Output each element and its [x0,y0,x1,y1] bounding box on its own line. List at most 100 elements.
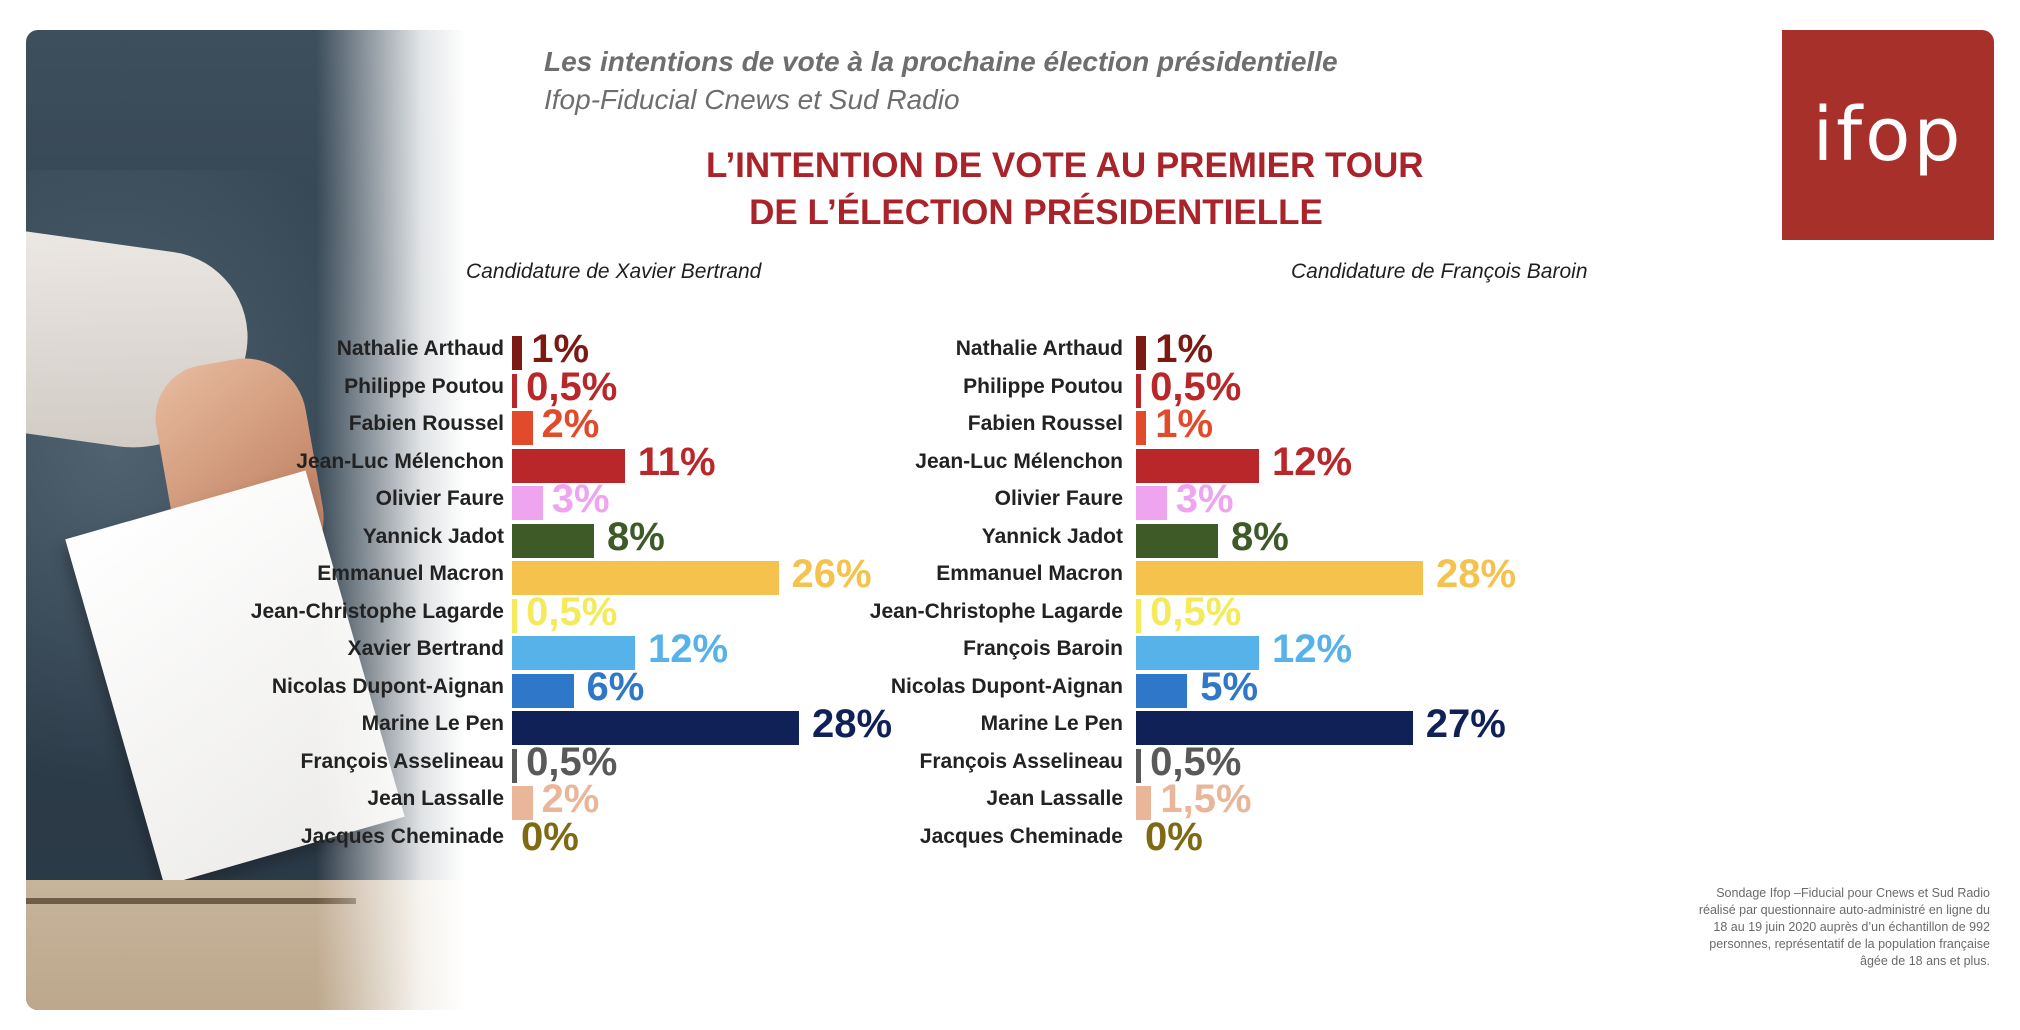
right-bar-nathalie-arthaud [1136,336,1147,370]
right-value-jacques-cheminade: 0% [1145,814,1203,859]
right-row-nicolas-dupont-aignan: Nicolas Dupont-Aignan [26,663,1123,711]
right-row-francois-asselineau: François Asselineau [26,738,1123,786]
left-row-jean-luc-melenchon: Jean-Luc Mélenchon [26,438,504,486]
right-label-emmanuel-macron: Emmanuel Macron [936,562,1123,585]
left-value-fabien-roussel: 2% [541,402,600,446]
left-label-jean-christophe-lagarde: Jean-Christophe Lagarde [250,599,504,623]
ifop-logo: ifop [1782,30,1994,240]
right-row-emmanuel-macron: Emmanuel Macron [26,550,1123,598]
right-row-nathalie-arthaud: Nathalie Arthaud [26,325,1123,373]
left-value-nicolas-dupont-aignan: 6% [586,664,645,709]
right-label-jean-luc-melenchon: Jean-Luc Mélenchon [915,449,1123,473]
left-bar-philippe-poutou [512,373,518,408]
right-bar-jean-luc-melenchon [1136,448,1259,483]
right-label-jacques-cheminade: Jacques Cheminade [919,824,1123,848]
left-bar-emmanuel-macron [512,561,779,595]
left-label-yannick-jadot: Yannick Jadot [362,524,504,548]
left-row-emmanuel-macron: Emmanuel Macron [26,550,504,598]
right-row-yannick-jadot: Yannick Jadot [26,513,1123,561]
right-label-nathalie-arthaud: Nathalie Arthaud [955,337,1123,360]
left-row-olivier-faure: Olivier Faure [26,475,504,523]
right-bar-philippe-poutou [1136,373,1142,408]
right-row-philippe-poutou: Philippe Poutou [26,363,1123,411]
ballot-box-photo [26,30,466,1010]
right-label-marine-le-pen: Marine Le Pen [980,712,1123,735]
right-label-olivier-faure: Olivier Faure [994,487,1123,510]
right-bar-jean-lassalle [1136,786,1152,820]
chart-left-title: Candidature de Xavier Bertrand [466,260,762,283]
right-value-philippe-poutou: 0,5% [1150,364,1242,409]
right-label-francois-baroin: François Baroin [963,637,1123,660]
right-value-nicolas-dupont-aignan: 5% [1200,664,1259,709]
header-line-2: Ifop-Fiducial Cnews et Sud Radio [544,84,960,115]
left-bar-olivier-faure [512,486,543,520]
right-label-fabien-roussel: Fabien Roussel [967,412,1123,435]
header-line-1: Les intentions de vote à la prochaine él… [544,46,1338,77]
left-value-nathalie-arthaud: 1% [531,327,590,371]
infographic-card: Les intentions de vote à la prochaine él… [26,30,1994,1010]
left-bar-nathalie-arthaud [512,336,523,370]
left-value-jean-lassalle: 2% [541,777,600,821]
left-row-marine-le-pen: Marine Le Pen [26,700,504,748]
left-value-philippe-poutou: 0,5% [526,364,618,409]
right-label-philippe-poutou: Philippe Poutou [963,374,1123,398]
left-bar-jean-luc-melenchon [512,448,625,483]
left-label-nicolas-dupont-aignan: Nicolas Dupont-Aignan [271,674,504,698]
left-label-philippe-poutou: Philippe Poutou [344,374,504,398]
left-row-jacques-cheminade: Jacques Cheminade [26,813,504,861]
main-title-line-1: L’INTENTION DE VOTE AU PREMIER TOUR [706,146,1424,185]
left-bar-jean-christophe-lagarde [512,598,518,633]
left-label-jean-lassalle: Jean Lassalle [367,787,504,810]
right-value-francois-asselineau: 0,5% [1150,739,1242,784]
left-value-marine-le-pen: 28% [812,702,893,746]
left-row-francois-asselineau: François Asselineau [26,738,504,786]
right-bar-emmanuel-macron [1136,561,1423,595]
left-label-fabien-roussel: Fabien Roussel [348,412,504,435]
right-bar-francois-asselineau [1136,748,1142,783]
survey-footnote: Sondage Ifop –Fiducial pour Cnews et Sud… [1698,886,1990,968]
right-row-marine-le-pen: Marine Le Pen [26,700,1123,748]
left-row-fabien-roussel: Fabien Roussel [26,400,504,448]
left-value-jean-luc-melenchon: 11% [637,439,716,484]
right-row-jean-lassalle: Jean Lassalle [26,775,1123,823]
left-bar-yannick-jadot [512,523,594,558]
right-value-olivier-faure: 3% [1175,477,1234,521]
right-label-yannick-jadot: Yannick Jadot [981,524,1123,548]
left-row-jean-lassalle: Jean Lassalle [26,775,504,823]
left-row-xavier-bertrand: Xavier Bertrand [26,625,504,673]
left-bar-jean-lassalle [512,786,533,820]
left-label-jacques-cheminade: Jacques Cheminade [300,824,504,848]
left-label-olivier-faure: Olivier Faure [375,487,504,510]
right-row-francois-baroin: François Baroin [26,625,1123,673]
left-bar-marine-le-pen [512,711,799,745]
left-row-nicolas-dupont-aignan: Nicolas Dupont-Aignan [26,663,504,711]
left-value-olivier-faure: 3% [551,477,610,521]
left-bar-xavier-bertrand [512,636,635,670]
right-bar-jean-christophe-lagarde [1136,598,1142,633]
photo-fade [316,30,466,1010]
photo-ballot-slot [26,898,356,904]
right-value-nathalie-arthaud: 1% [1155,327,1214,371]
left-value-francois-asselineau: 0,5% [526,739,618,784]
left-label-emmanuel-macron: Emmanuel Macron [317,562,504,585]
left-value-emmanuel-macron: 26% [791,552,872,596]
right-bar-marine-le-pen [1136,711,1413,745]
right-label-nicolas-dupont-aignan: Nicolas Dupont-Aignan [890,674,1123,698]
right-bar-yannick-jadot [1136,523,1218,558]
right-value-francois-baroin: 12% [1272,627,1353,671]
right-bar-nicolas-dupont-aignan [1136,673,1188,708]
right-value-marine-le-pen: 27% [1425,702,1506,746]
right-bar-fabien-roussel [1136,411,1147,445]
right-value-emmanuel-macron: 28% [1436,552,1517,596]
left-bar-francois-asselineau [512,748,518,783]
right-value-yannick-jadot: 8% [1231,514,1289,559]
left-row-yannick-jadot: Yannick Jadot [26,513,504,561]
left-row-jean-christophe-lagarde: Jean-Christophe Lagarde [26,588,504,636]
left-value-yannick-jadot: 8% [607,514,665,559]
right-bar-francois-baroin [1136,636,1259,670]
left-value-jacques-cheminade: 0% [521,814,579,859]
right-row-jacques-cheminade: Jacques Cheminade [26,813,1123,861]
right-row-fabien-roussel: Fabien Roussel [26,400,1123,448]
right-bar-olivier-faure [1136,486,1167,520]
left-bar-nicolas-dupont-aignan [512,673,574,708]
